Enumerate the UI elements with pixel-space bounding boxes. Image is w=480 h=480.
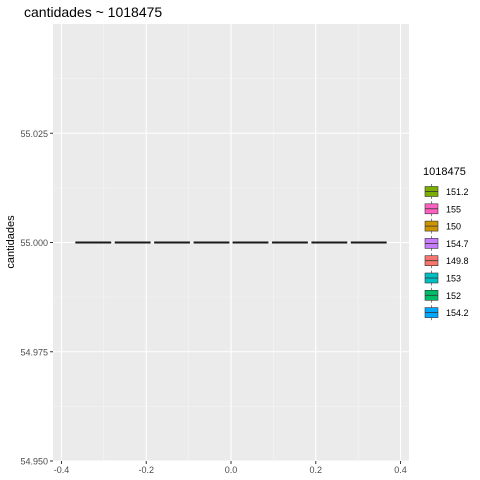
x-tick-label: -0.2 — [138, 465, 154, 475]
y-axis: 54.950 54.975 55.000 55.025 — [20, 129, 53, 467]
y-tick-label: 55.025 — [20, 129, 48, 139]
legend: 1018475 151.2 155 150 154.7 149.8 153 152 154.2 — [423, 166, 469, 321]
box-series — [75, 241, 387, 244]
legend-label-154.2: 154.2 — [446, 308, 469, 318]
y-tick-label: 54.950 — [20, 457, 48, 467]
y-tick-label: 55.000 — [20, 238, 48, 248]
y-tick-label: 54.975 — [20, 347, 48, 357]
x-tick-label: -0.4 — [54, 465, 70, 475]
y-axis-label: cantidades — [5, 215, 17, 269]
legend-label-154.7: 154.7 — [446, 239, 469, 249]
legend-title: 1018475 — [423, 166, 466, 178]
legend-label-155: 155 — [446, 204, 461, 214]
x-tick-label: 0.4 — [394, 465, 407, 475]
x-tick-label: 0.0 — [225, 465, 238, 475]
x-tick-label: 0.2 — [310, 465, 323, 475]
legend-label-152: 152 — [446, 291, 461, 301]
legend-label-153: 153 — [446, 274, 461, 284]
x-axis: -0.4 -0.2 0.0 0.2 0.4 — [54, 461, 407, 475]
chart-title: cantidades ~ 1018475 — [24, 4, 162, 20]
legend-label-151.2: 151.2 — [446, 187, 469, 197]
legend-label-149.8: 149.8 — [446, 256, 469, 266]
legend-label-150: 150 — [446, 222, 461, 232]
